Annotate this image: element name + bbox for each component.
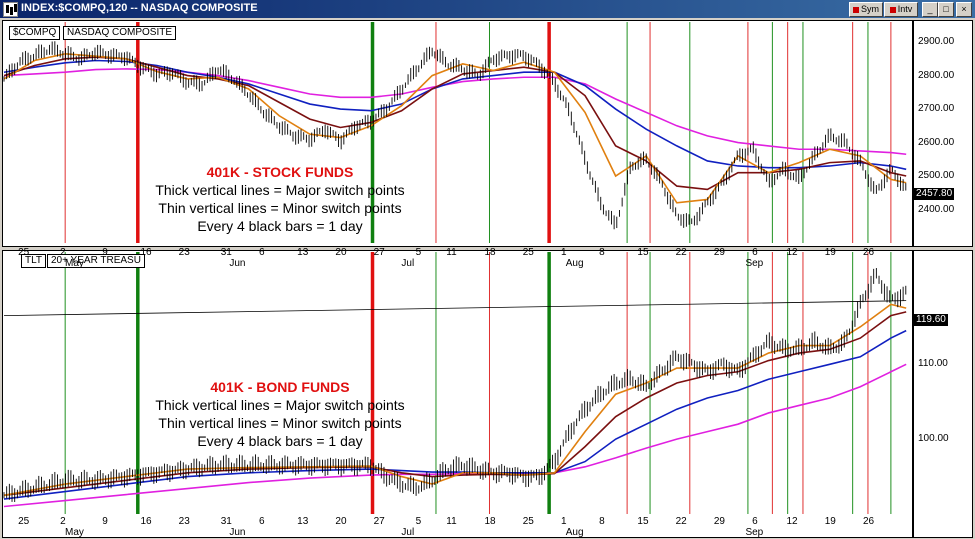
- x-tick-label: 12: [786, 516, 798, 527]
- y-tick-label: 2500.00: [918, 170, 955, 182]
- x-tick-label: 19: [824, 516, 836, 527]
- x-tick-label: 8: [599, 516, 605, 527]
- x-tick-label: 2: [60, 247, 66, 258]
- x-tick-label: 18: [484, 516, 496, 527]
- month-label: Jun: [229, 527, 246, 538]
- month-label: Jul: [401, 258, 415, 269]
- month-label: Sep: [745, 527, 764, 538]
- x-tick-label: 9: [102, 247, 108, 258]
- y-tick-label: 2900.00: [918, 36, 955, 48]
- chart-app-icon: [3, 2, 18, 17]
- stock-y-axis: [913, 20, 973, 247]
- bond-annotation: 401K - BOND FUNDS Thick vertical lines =…: [130, 378, 430, 450]
- stock-annotation-line: Thick vertical lines = Major switch poin…: [155, 182, 405, 198]
- x-tick-label: 20: [335, 516, 347, 527]
- y-tick-label: 2600.00: [918, 136, 955, 148]
- x-tick-label: 6: [752, 247, 758, 258]
- trend-line: [3, 300, 907, 317]
- x-tick-label: 23: [178, 247, 190, 258]
- y-tick-label: 2700.00: [918, 103, 955, 115]
- minimize-button[interactable]: _: [922, 2, 938, 17]
- month-label: Jun: [229, 258, 246, 269]
- stock-chart-panel: [2, 20, 913, 247]
- x-tick-label: 15: [637, 516, 649, 527]
- intv-button-label: Intv: [897, 4, 913, 14]
- x-tick-label: 6: [752, 516, 758, 527]
- stock-annotation-line: Every 4 black bars = 1 day: [197, 218, 363, 234]
- x-tick-label: 11: [446, 247, 457, 258]
- month-label: Aug: [565, 258, 584, 269]
- bond-symbol-label: TLT: [21, 254, 47, 268]
- month-label: Jul: [401, 527, 415, 538]
- month-label: Sep: [745, 258, 764, 269]
- x-tick-label: 26: [862, 247, 875, 258]
- x-tick-label: 13: [297, 247, 309, 258]
- x-tick-label: 6: [258, 247, 265, 258]
- y-tick-label: 100.00: [918, 433, 949, 445]
- bond-chart-panel: [2, 250, 913, 538]
- stock-annotation-line: Thin vertical lines = Minor switch point…: [158, 200, 402, 216]
- x-tick-label: 27: [373, 516, 385, 527]
- bond-annotation-line: Every 4 black bars = 1 day: [197, 433, 363, 449]
- bond-name-label: 20+ YEAR TREASU: [47, 254, 145, 268]
- x-tick-label: 11: [446, 516, 457, 527]
- x-tick-label: 1: [560, 247, 567, 258]
- x-tick-label: 29: [713, 516, 725, 527]
- bond-y-axis: [913, 250, 973, 538]
- bond-annotation-title: 401K - BOND FUNDS: [210, 379, 350, 395]
- x-tick-label: 13: [297, 516, 309, 527]
- stock-last-value: 2457.80: [914, 188, 955, 200]
- sym-button-label: Sym: [861, 4, 879, 14]
- x-tick-label: 2: [60, 516, 66, 527]
- x-tick-label: 15: [637, 247, 649, 258]
- x-tick-label: 12: [786, 247, 798, 258]
- x-tick-label: 18: [484, 247, 496, 258]
- bond-annotation-line: Thin vertical lines = Minor switch point…: [158, 415, 402, 431]
- x-tick-label: 1: [560, 516, 567, 527]
- sym-button[interactable]: Sym: [849, 2, 883, 17]
- x-tick-label: 25: [18, 247, 30, 258]
- x-tick-label: 25: [522, 516, 534, 527]
- x-tick-label: 29: [713, 247, 725, 258]
- x-tick-label: 31: [220, 247, 232, 258]
- month-label: May: [64, 527, 84, 538]
- month-label: May: [64, 258, 84, 269]
- stock-annotation-title: 401K - STOCK FUNDS: [206, 164, 354, 180]
- x-tick-label: 31: [220, 516, 232, 527]
- stock-name-label: NASDAQ COMPOSITE: [63, 26, 177, 40]
- intv-icon: [889, 6, 896, 13]
- x-tick-label: 25: [18, 516, 30, 527]
- maximize-button[interactable]: □: [938, 2, 954, 17]
- x-tick-label: 26: [862, 516, 875, 527]
- y-tick-label: 2800.00: [918, 69, 955, 81]
- month-label: Aug: [565, 527, 584, 538]
- x-tick-label: 9: [102, 516, 108, 527]
- sym-icon: [853, 6, 859, 13]
- x-tick-label: 16: [140, 516, 152, 527]
- x-tick-label: 22: [675, 247, 687, 258]
- y-tick-label: 2400.00: [918, 203, 955, 215]
- ma-blue-line: [3, 59, 907, 171]
- stock-symbol-label: $COMPQ: [9, 26, 61, 40]
- x-tick-label: 22: [675, 516, 687, 527]
- x-tick-label: 23: [178, 516, 190, 527]
- x-tick-label: 5: [415, 516, 422, 527]
- stock-annotation: 401K - STOCK FUNDS Thick vertical lines …: [130, 163, 430, 235]
- intv-button[interactable]: Intv: [884, 2, 918, 17]
- x-tick-label: 19: [824, 247, 836, 258]
- x-tick-label: 16: [140, 247, 152, 258]
- y-tick-label: 110.00: [918, 358, 948, 370]
- close-button[interactable]: ×: [956, 2, 972, 17]
- x-tick-label: 25: [522, 247, 534, 258]
- window-titlebar: INDEX:$COMPQ,120 -- NASDAQ COMPOSITE Sym…: [0, 0, 975, 18]
- window-title: INDEX:$COMPQ,120 -- NASDAQ COMPOSITE: [21, 2, 258, 14]
- x-tick-label: 20: [335, 247, 347, 258]
- x-tick-label: 8: [599, 247, 605, 258]
- bond-annotation-line: Thick vertical lines = Major switch poin…: [155, 397, 405, 413]
- x-tick-label: 5: [415, 247, 422, 258]
- x-tick-label: 6: [258, 516, 265, 527]
- bond-last-value: 119.60: [914, 314, 948, 326]
- x-tick-label: 27: [373, 247, 385, 258]
